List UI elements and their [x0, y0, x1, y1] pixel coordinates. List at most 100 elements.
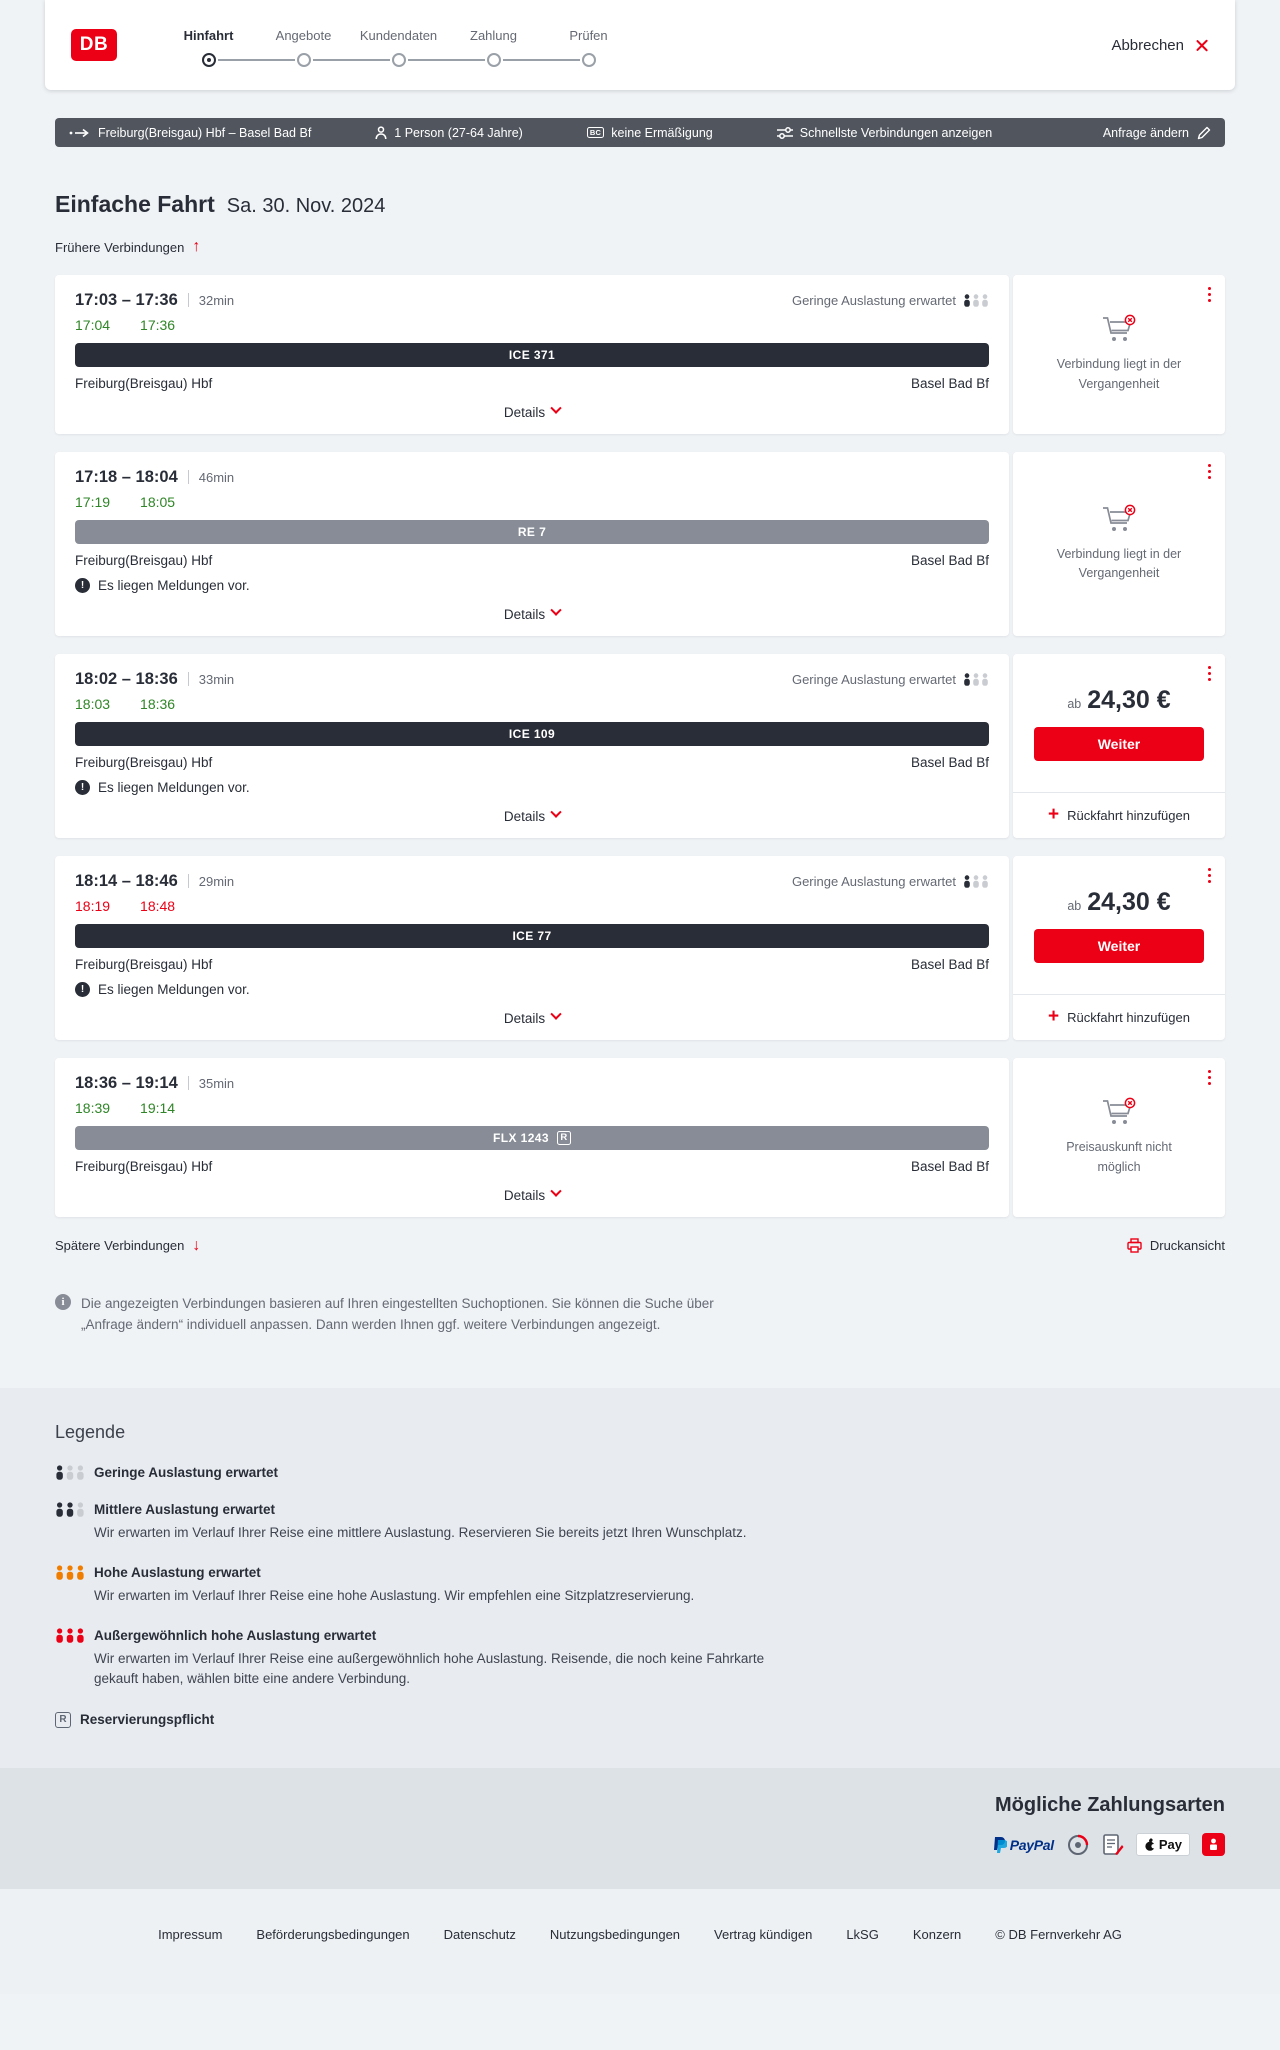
discount-label: keine Ermäßigung: [611, 125, 713, 140]
occupancy-label: Geringe Auslastung erwartet: [791, 671, 956, 687]
footer-link-impressum[interactable]: Impressum: [158, 1926, 223, 1942]
occupancy-low-icon: [964, 874, 988, 888]
footer-link-vertrag-kuendigen[interactable]: Vertrag kündigen: [714, 1926, 813, 1942]
page-title: Einfache Fahrt: [55, 191, 215, 217]
legend-item-description: Wir erwarten im Verlauf Ihrer Reise eine…: [94, 1651, 765, 1687]
connection-times: 17:18 – 18:04: [75, 467, 178, 486]
step-kundendaten[interactable]: Kundendaten: [351, 27, 485, 67]
alert-icon: [75, 577, 90, 593]
connection-times: 18:14 – 18:46: [75, 871, 178, 890]
realtime-times: 17:04 17:36: [75, 317, 989, 333]
apple-pay-label: Pay: [1158, 1837, 1182, 1853]
connection-action-panel: ab 24,30 € Weiter Rückfahrt hinzufügen: [1013, 855, 1225, 1040]
realtime-departure: 18:39: [75, 1099, 111, 1116]
payment-red-icon: [1202, 1833, 1225, 1857]
train-label: ICE 109: [508, 726, 556, 741]
connection-card: 18:36 – 19:14 35min 18:39 19:14 FLX 1243…: [55, 1057, 1009, 1217]
footer-link-datenschutz[interactable]: Datenschutz: [443, 1926, 516, 1942]
continue-button[interactable]: Weiter: [1034, 727, 1204, 761]
price-value: 24,30 €: [1087, 888, 1171, 916]
details-toggle[interactable]: Details: [75, 1008, 989, 1026]
departure-station: Freiburg(Breisgau) Hbf: [75, 956, 213, 972]
alert-icon: [75, 779, 90, 795]
chevron-down-icon: [550, 1185, 562, 1197]
occupancy-medium-icon: [56, 1502, 84, 1517]
details-toggle[interactable]: Details: [75, 1185, 989, 1203]
step-hinfahrt[interactable]: Hinfahrt: [161, 27, 295, 67]
details-toggle[interactable]: Details: [75, 806, 989, 824]
footer-link-nutzungsbedingungen[interactable]: Nutzungsbedingungen: [549, 1926, 681, 1942]
legend-item-exceptional: Außergewöhnlich hohe Auslastung erwartet…: [55, 1628, 1225, 1690]
footer-link-lksg[interactable]: LkSG: [846, 1926, 879, 1942]
route-label: Freiburg(Breisgau) Hbf – Basel Bad Bf: [98, 125, 312, 140]
add-return-button[interactable]: Rückfahrt hinzufügen: [1013, 993, 1225, 1040]
pencil-icon: [1197, 126, 1211, 139]
earlier-connections-link[interactable]: Frühere Verbindungen: [55, 238, 200, 256]
details-label: Details: [503, 1187, 546, 1203]
cart-unavailable-icon: [1103, 504, 1136, 531]
step-label: Prüfen: [569, 28, 608, 43]
price-prefix: ab: [1067, 899, 1082, 913]
search-summary-bar: Freiburg(Breisgau) Hbf – Basel Bad Bf 1 …: [55, 118, 1225, 147]
legend-section: Legende Geringe Auslastung erwartet Mitt…: [0, 1387, 1280, 1768]
footer-link-befoerderungsbedingungen[interactable]: Beförderungsbedingungen: [256, 1926, 410, 1942]
add-return-label: Rückfahrt hinzufügen: [1067, 1009, 1190, 1025]
reservation-required-icon: R: [55, 1711, 71, 1728]
details-label: Details: [503, 1010, 546, 1026]
realtime-arrival: 18:36: [140, 695, 176, 712]
options-menu-button[interactable]: [1206, 462, 1214, 482]
realtime-arrival: 18:05: [140, 493, 176, 510]
apple-logo-icon: [1145, 1838, 1156, 1851]
realtime-times: 17:19 18:05: [75, 494, 989, 510]
legend-title: Legende: [55, 1421, 126, 1442]
price-value: 24,30 €: [1087, 686, 1171, 714]
legend-item-low: Geringe Auslastung erwartet: [55, 1465, 1225, 1480]
realtime-arrival: 19:14: [140, 1099, 176, 1116]
details-toggle[interactable]: Details: [75, 402, 989, 420]
edit-request-label: Anfrage ändern: [1102, 125, 1189, 140]
occupancy-indicator: Geringe Auslastung erwartet: [792, 293, 989, 308]
divider: [187, 1076, 189, 1090]
step-angebote[interactable]: Angebote: [256, 27, 390, 67]
connection-row-2: 18:02 – 18:36 33min Geringe Auslastung e…: [55, 653, 1225, 838]
legend-item-reservation: R Reservierungspflicht: [55, 1711, 1225, 1728]
continue-button[interactable]: Weiter: [1034, 929, 1204, 963]
traveler-label: 1 Person (27-64 Jahre): [394, 125, 523, 140]
train-label: ICE 77: [512, 928, 552, 943]
options-menu-button[interactable]: [1206, 285, 1214, 305]
add-return-button[interactable]: Rückfahrt hinzufügen: [1013, 791, 1225, 838]
connection-times: 18:02 – 18:36: [75, 669, 178, 688]
divider: [187, 293, 189, 307]
message-label: Es liegen Meldungen vor.: [98, 577, 250, 593]
occupancy-label: Geringe Auslastung erwartet: [791, 292, 956, 308]
edit-request-button[interactable]: Anfrage ändern: [1103, 126, 1211, 140]
connection-action-panel: ab 24,30 € Weiter Rückfahrt hinzufügen: [1013, 653, 1225, 838]
departure-station: Freiburg(Breisgau) Hbf: [75, 552, 213, 568]
arrival-station: Basel Bad Bf: [910, 956, 989, 972]
footer-link-konzern[interactable]: Konzern: [912, 1926, 962, 1942]
connection-action-panel: Verbindung liegt in der Vergangenheit: [1013, 274, 1225, 434]
options-menu-button[interactable]: [1206, 866, 1214, 886]
step-zahlung[interactable]: Zahlung: [446, 27, 580, 67]
apple-pay-icon: Pay: [1135, 1833, 1190, 1857]
options-menu-button[interactable]: [1206, 664, 1214, 684]
later-connections-link[interactable]: Spätere Verbindungen: [55, 1237, 200, 1255]
reservation-required-icon: R: [556, 1130, 571, 1145]
copyright-text: © DB Fernverkehr AG: [995, 1926, 1122, 1942]
legend-item-title: Reservierungspflicht: [80, 1712, 215, 1728]
connection-status-note: Preisauskunft nicht möglich: [1066, 1140, 1172, 1174]
details-toggle[interactable]: Details: [75, 604, 989, 622]
legend-item-high: Hohe Auslastung erwartet Wir erwarten im…: [55, 1565, 1225, 1606]
cancel-button[interactable]: Abbrechen: [1111, 37, 1209, 54]
departure-station: Freiburg(Breisgau) Hbf: [75, 1158, 213, 1174]
connection-action-panel: Verbindung liegt in der Vergangenheit: [1013, 451, 1225, 636]
step-pruefen[interactable]: Prüfen: [541, 27, 636, 67]
fastest-connections-toggle[interactable]: Schnellste Verbindungen anzeigen: [776, 126, 992, 140]
connection-row-1: 17:18 – 18:04 46min 17:19 18:05 RE 7 Fre…: [55, 451, 1225, 636]
options-menu-button[interactable]: [1206, 1068, 1214, 1088]
chevron-down-icon: [550, 1008, 562, 1020]
connection-card: 18:14 – 18:46 29min Geringe Auslastung e…: [55, 855, 1009, 1040]
step-label: Zahlung: [470, 28, 517, 43]
print-view-button[interactable]: Druckansicht: [1127, 1238, 1225, 1253]
connection-card: 18:02 – 18:36 33min Geringe Auslastung e…: [55, 653, 1009, 838]
